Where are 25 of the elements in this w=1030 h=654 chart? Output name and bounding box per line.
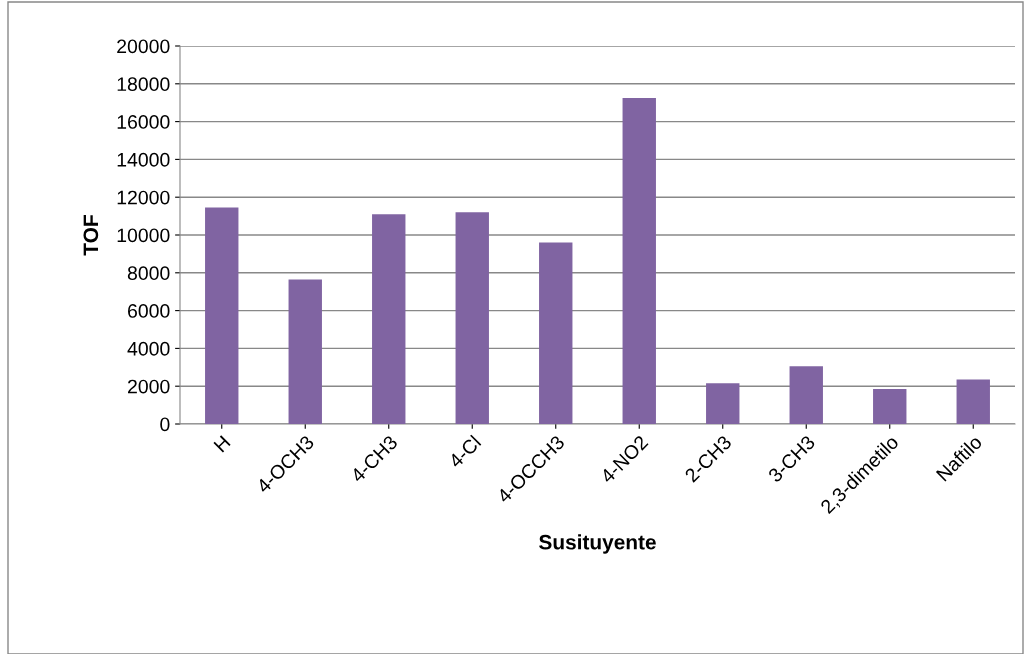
bar [539, 242, 573, 424]
y-tick-label: 6000 [128, 304, 170, 318]
bar [789, 366, 823, 424]
y-tick-label: 0 [160, 417, 170, 432]
bar [956, 379, 990, 424]
bar [205, 207, 239, 424]
y-tick-label: 2000 [128, 379, 170, 394]
x-axis-title: Susituyente [539, 534, 656, 554]
bar [455, 212, 489, 424]
bar [622, 97, 656, 424]
y-tick-label: 14000 [117, 152, 170, 167]
y-tick-label: 20000 [117, 39, 170, 54]
x-tick-label: H [213, 435, 231, 453]
bar [706, 383, 740, 424]
y-tick-label: 12000 [117, 190, 170, 205]
y-axis-title: TOF [83, 215, 99, 256]
y-tick-label: 18000 [117, 77, 170, 92]
y-tick-label: 4000 [127, 341, 170, 356]
bar [288, 279, 322, 424]
y-tick-label: 10000 [117, 228, 170, 243]
y-tick-label: 8000 [127, 266, 170, 281]
y-tick-label: 16000 [117, 115, 170, 129]
x-tick-label: 4-Cl [447, 434, 482, 469]
bar [873, 389, 907, 424]
bar [372, 214, 406, 424]
